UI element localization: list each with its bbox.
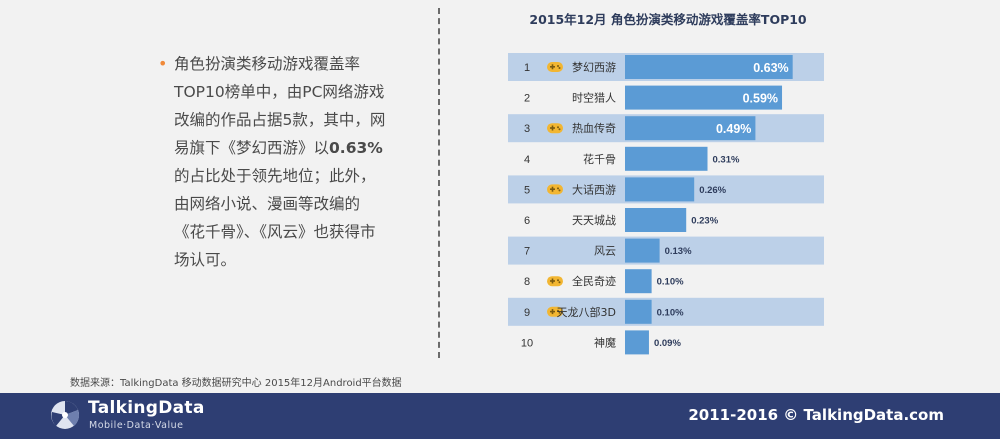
- data-source-note: 数据来源：TalkingData 移动数据研究中心 2015年12月Androi…: [70, 378, 402, 389]
- gamepad-icon: [547, 62, 563, 72]
- value-label: 0.23%: [691, 216, 718, 227]
- rank-label: 3: [524, 123, 530, 135]
- rank-label: 10: [521, 337, 533, 349]
- talkingdata-logo-icon: [51, 401, 80, 429]
- value-label: 0.10%: [657, 307, 684, 318]
- gamepad-icon: [547, 276, 563, 287]
- category-label: 天龙八部3D: [557, 305, 616, 319]
- rank-label: 4: [524, 154, 530, 166]
- rank-label: 8: [524, 276, 530, 288]
- bar: [625, 208, 687, 232]
- rank-label: 1: [524, 62, 530, 74]
- category-label: 全民奇迹: [572, 274, 616, 288]
- copyright-text: 2011-2016 © TalkingData.com: [688, 406, 944, 424]
- category-label: 花千骨: [583, 153, 616, 166]
- rank-label: 5: [524, 184, 530, 196]
- description-part2: 的占比处于领先地位；此外，由网络小说、漫画等改编的《花千骨》、《风云》也获得市场…: [174, 167, 376, 269]
- ranking-bar-chart: 1 梦幻西游 0.63% 2 时空猎人 0.59% 3 热血传奇 0.49% 4 花千骨 0.31% 5…: [508, 53, 824, 355]
- value-label: 0.49%: [716, 122, 751, 136]
- dashed-divider: [438, 8, 440, 358]
- value-label: 0.63%: [753, 61, 788, 75]
- bar: [625, 269, 652, 294]
- bar: [625, 330, 649, 355]
- brand-name: TalkingData: [88, 398, 205, 418]
- rank-label: 7: [524, 246, 530, 258]
- value-label: 0.09%: [654, 338, 681, 349]
- description-text: • 角色扮演类移动游戏覆盖率TOP10榜单中，由PC网络游戏改编的作品占据5款，…: [158, 50, 386, 274]
- rank-label: 6: [524, 215, 530, 227]
- bullet: •: [158, 54, 168, 73]
- bar: [625, 238, 660, 263]
- footer-bar: TalkingData Mobile·Data·Value 2011-2016 …: [0, 393, 1000, 439]
- value-label: 0.26%: [699, 185, 726, 196]
- category-label: 时空猎人: [572, 91, 616, 105]
- bar: [625, 55, 793, 79]
- category-label: 风云: [594, 245, 616, 258]
- value-label: 0.59%: [743, 92, 778, 106]
- category-label: 梦幻西游: [572, 61, 616, 74]
- brand-tagline: Mobile·Data·Value: [89, 420, 184, 431]
- bar: [625, 85, 783, 110]
- value-label: 0.10%: [657, 277, 684, 288]
- category-label: 神魔: [594, 335, 616, 349]
- bar: [625, 116, 756, 141]
- category-label: 天天城战: [572, 214, 616, 227]
- description-highlight: 0.63%: [329, 139, 383, 157]
- gamepad-icon: [547, 123, 563, 134]
- rank-label: 9: [524, 307, 530, 319]
- bar: [625, 299, 652, 324]
- value-label: 0.31%: [713, 154, 740, 165]
- row-band: [508, 236, 824, 265]
- bar: [625, 177, 695, 202]
- gamepad-icon: [547, 306, 563, 317]
- gamepad-icon: [547, 184, 563, 195]
- chart-title: 2015年12月 角色扮演类移动游戏覆盖率TOP10: [529, 12, 807, 27]
- category-label: 热血传奇: [572, 121, 616, 135]
- rank-label: 2: [524, 93, 530, 105]
- description-part1: 角色扮演类移动游戏覆盖率TOP10榜单中，由PC网络游戏改编的作品占据5款，其中…: [174, 55, 386, 157]
- value-label: 0.13%: [665, 246, 692, 257]
- bar: [625, 146, 708, 171]
- category-label: 大话西游: [572, 182, 616, 196]
